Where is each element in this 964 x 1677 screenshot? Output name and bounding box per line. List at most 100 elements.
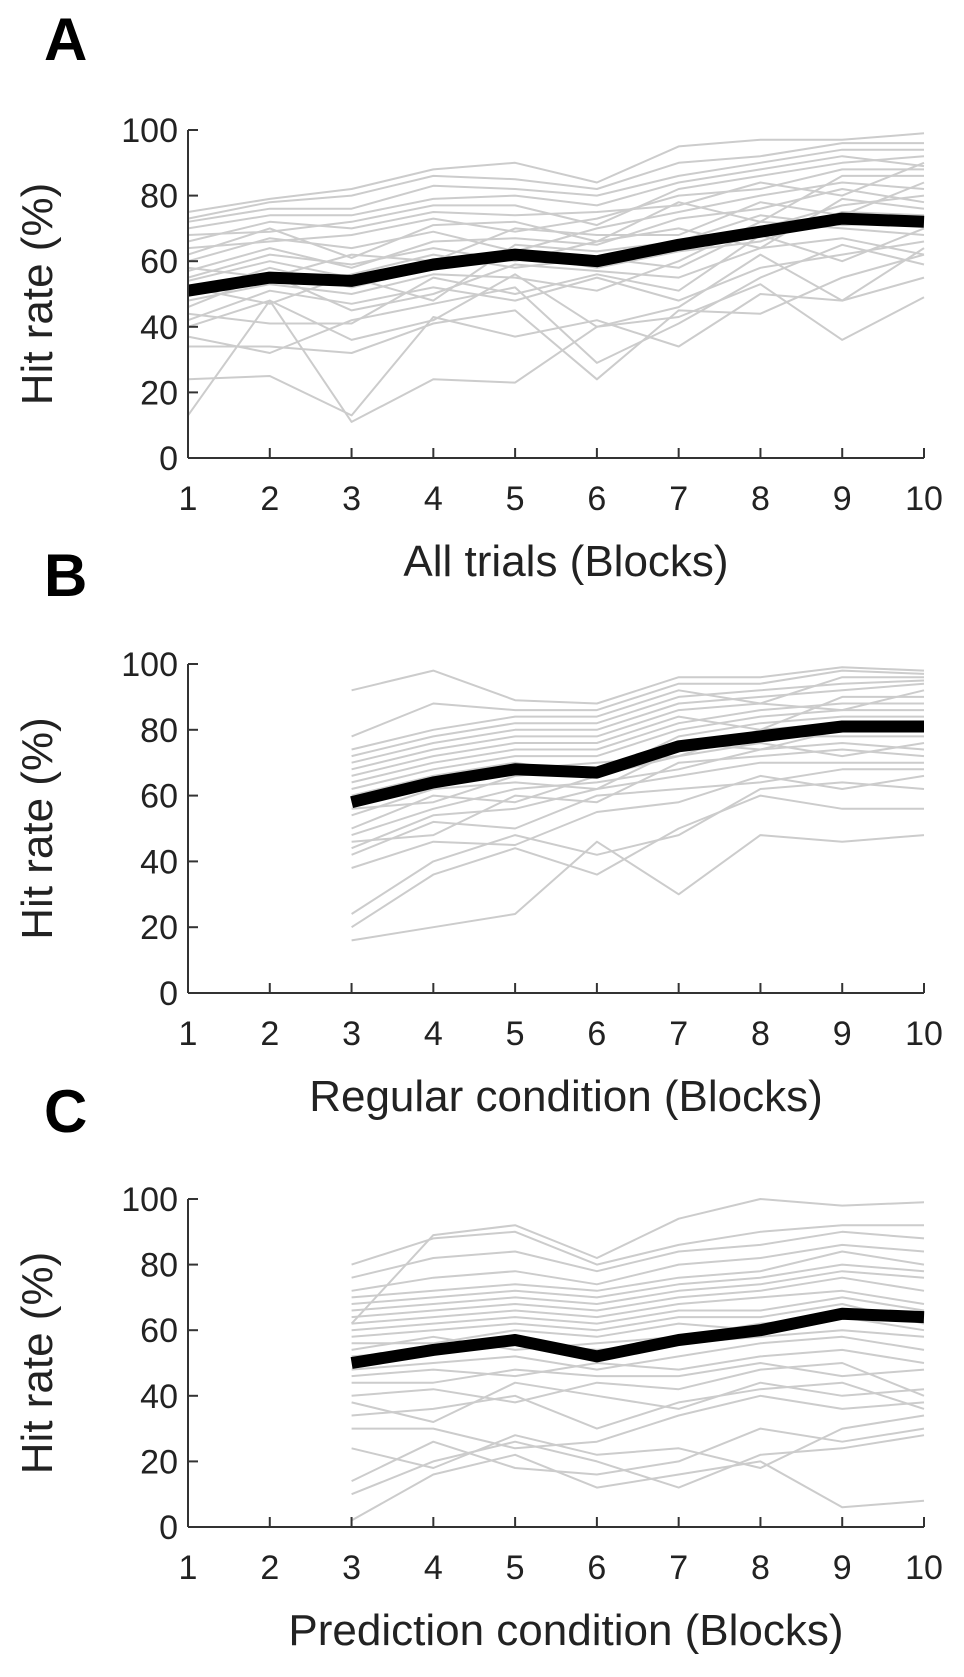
mean-line-b: [350, 720, 924, 809]
y-tick-label-a-100: 100: [121, 112, 178, 150]
mean-line-c: [350, 1307, 925, 1369]
y-tick-label-c-60: 60: [140, 1312, 178, 1350]
panel-letter-b: B: [44, 542, 87, 609]
individual-line-c-22: [351, 1243, 925, 1292]
individual-line-c-24: [351, 1224, 924, 1266]
y-tick-label-c-80: 80: [140, 1247, 178, 1285]
panel-c: C 0 20 40 60 80 100 1 2 3 4 5 6 7 8 9 10 Prediction cond…: [13, 1078, 943, 1655]
individual-line-a-3: [188, 253, 925, 381]
x-tick-label-c-10: 10: [905, 1549, 943, 1587]
y-tick-label-b-40: 40: [140, 843, 178, 881]
individual-line-c-21: [351, 1250, 925, 1299]
y-tick-label-b-80: 80: [140, 712, 178, 750]
individual-line-b-9: [351, 742, 925, 830]
individual-lines-c: [350, 1198, 925, 1522]
individual-line-b-5: [351, 768, 924, 856]
x-tick-label-b-10: 10: [905, 1015, 943, 1053]
x-tick-label-c-6: 6: [587, 1549, 606, 1587]
individual-line-b-18: [351, 682, 925, 764]
y-axis-title-a: Hit rate (%): [13, 183, 62, 405]
x-tick-label-b-3: 3: [342, 1015, 361, 1053]
individual-lines-a: [187, 132, 925, 423]
individual-lines-b: [351, 666, 925, 942]
individual-line-b-17: [351, 689, 925, 771]
y-tick-label-b-100: 100: [121, 646, 178, 684]
individual-line-c-15: [351, 1303, 925, 1338]
y-tick-label-a-40: 40: [140, 309, 178, 347]
individual-line-b-19: [351, 679, 925, 758]
y-tick-label-b-20: 20: [140, 909, 178, 947]
x-tick-label-c-9: 9: [833, 1549, 852, 1587]
individual-line-c-23: [351, 1230, 925, 1279]
y-axis-title-c: Hit rate (%): [13, 1252, 62, 1474]
x-tick-label-c-3: 3: [342, 1549, 361, 1587]
individual-line-a-19: [187, 161, 925, 243]
individual-line-a-21: [187, 155, 925, 230]
individual-line-b-3: [351, 781, 925, 915]
x-tick-label-b-9: 9: [833, 1015, 852, 1053]
individual-line-b-10: [351, 735, 924, 817]
individual-line-a-8: [187, 237, 925, 312]
y-tick-label-a-80: 80: [140, 178, 178, 216]
individual-line-c-8: [351, 1362, 925, 1404]
panel-b: B 0 20 40 60 80 100 1 2 3 4 5 6 7 8 9 10 Regular conditi…: [13, 542, 943, 1121]
individual-line-c-20: [351, 1263, 925, 1305]
x-tick-label-a-6: 6: [587, 480, 606, 518]
individual-line-a-17: [187, 174, 924, 259]
individual-line-a-6: [187, 240, 925, 322]
x-axis-title-b: Regular condition (Blocks): [309, 1072, 823, 1121]
x-tick-label-c-1: 1: [179, 1549, 198, 1587]
individual-line-b-20: [351, 676, 924, 751]
y-tick-label-c-0: 0: [159, 1509, 178, 1547]
individual-line-b-16: [351, 695, 924, 777]
x-tick-label-c-8: 8: [751, 1549, 770, 1587]
individual-line-b-15: [351, 702, 924, 784]
x-tick-label-a-9: 9: [833, 480, 852, 518]
y-tick-label-a-20: 20: [140, 374, 178, 412]
x-tick-label-c-5: 5: [506, 1549, 525, 1587]
individual-line-b-22: [351, 666, 925, 705]
y-tick-label-a-60: 60: [140, 243, 178, 281]
individual-line-c-17: [351, 1289, 925, 1325]
individual-line-b-14: [351, 709, 924, 790]
y-tick-label-b-0: 0: [159, 975, 178, 1013]
individual-line-a-18: [187, 168, 924, 250]
x-tick-label-c-4: 4: [424, 1549, 443, 1587]
individual-line-b-4: [351, 774, 925, 869]
individual-line-b-7: [351, 748, 925, 843]
x-tick-label-b-8: 8: [751, 1015, 770, 1053]
individual-line-b-21: [351, 669, 925, 738]
individual-line-c-6: [351, 1381, 925, 1430]
y-tick-label-c-20: 20: [140, 1443, 178, 1481]
y-tick-label-a-0: 0: [159, 440, 178, 478]
x-axis-title-c: Prediction condition (Blocks): [288, 1606, 843, 1655]
x-axis-title-a: All trials (Blocks): [403, 537, 728, 586]
x-tick-label-b-4: 4: [424, 1015, 443, 1053]
individual-line-b-2: [351, 794, 924, 929]
individual-line-a-23: [187, 142, 924, 220]
individual-line-a-2: [187, 276, 925, 417]
individual-line-c-7: [351, 1381, 925, 1423]
x-tick-label-a-4: 4: [424, 480, 443, 518]
x-tick-label-a-10: 10: [905, 480, 943, 518]
x-tick-label-b-1: 1: [179, 1015, 198, 1053]
y-axis-title-b: Hit rate (%): [13, 717, 62, 939]
x-tick-label-c-7: 7: [669, 1549, 688, 1587]
x-tick-label-b-5: 5: [506, 1015, 525, 1053]
x-tick-label-a-2: 2: [260, 480, 279, 518]
x-tick-label-a-7: 7: [669, 480, 688, 518]
individual-line-c-1: [351, 1453, 925, 1522]
x-tick-label-a-8: 8: [751, 480, 770, 518]
individual-line-c-25: [350, 1198, 925, 1325]
individual-line-a-1: [187, 283, 925, 423]
y-tick-label-c-40: 40: [140, 1378, 178, 1416]
panel-letter-c: C: [44, 1078, 87, 1145]
individual-line-c-5: [351, 1394, 925, 1450]
y-tick-label-b-60: 60: [140, 778, 178, 816]
individual-line-c-16: [351, 1296, 925, 1332]
individual-line-c-3: [351, 1427, 925, 1483]
x-tick-label-a-3: 3: [342, 480, 361, 518]
individual-line-a-24: [187, 132, 925, 213]
individual-line-a-22: [187, 148, 924, 223]
